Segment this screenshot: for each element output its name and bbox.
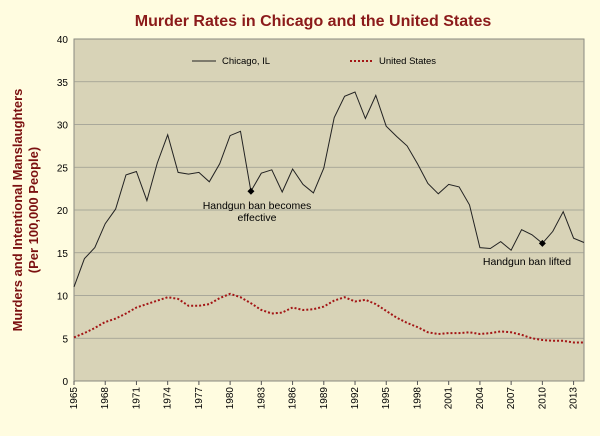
x-tick-label: 1977 xyxy=(194,387,205,410)
x-tick-label: 2004 xyxy=(475,387,486,410)
x-tick-label: 1992 xyxy=(350,387,361,410)
series-layer xyxy=(73,91,585,344)
annotation-marker-ban-lifted xyxy=(538,239,546,247)
x-tick-label: 1971 xyxy=(131,387,142,410)
y-tick-label: 5 xyxy=(62,334,68,345)
y-axis-label: Murders and Intentional Manslaughters (P… xyxy=(10,89,41,332)
annotation-ban-effective: Handgun ban becomes effective xyxy=(203,200,312,224)
series-line-us xyxy=(73,292,584,344)
x-tick-label: 2010 xyxy=(537,387,548,410)
x-tick-label: 1998 xyxy=(412,387,423,410)
y-tick-label: 0 xyxy=(62,377,68,388)
y-tick-label: 20 xyxy=(57,206,69,217)
x-tick-label: 1965 xyxy=(69,387,80,410)
legend-label-us: United States xyxy=(379,56,436,67)
annotation-marker-ban-effective xyxy=(247,187,255,195)
y-tick-label: 25 xyxy=(57,163,69,174)
y-axis-ticks: 0 5 10 15 20 25 30 35 40 xyxy=(57,35,69,388)
series-line-chicago xyxy=(73,91,585,288)
legend-label-chicago: Chicago, IL xyxy=(222,56,270,67)
x-tick-label: 1983 xyxy=(256,387,267,410)
y-tick-label: 30 xyxy=(57,121,69,132)
x-axis-ticks: 1965 1968 1971 1974 1977 1980 1983 1986 1989 1992… xyxy=(69,381,580,409)
gridlines xyxy=(74,81,584,339)
annotation-ban-lifted: Handgun ban lifted xyxy=(483,256,571,268)
x-tick-label: 1989 xyxy=(319,387,330,410)
x-tick-label: 2013 xyxy=(569,387,580,410)
x-tick-label: 1980 xyxy=(225,387,236,410)
x-tick-label: 1995 xyxy=(381,387,392,410)
chart-title: Murder Rates in Chicago and the United S… xyxy=(135,13,492,30)
x-tick-label: 2007 xyxy=(506,387,517,410)
y-axis-label-line1: Murders and Intentional Manslaughters xyxy=(10,89,25,332)
x-tick-label: 2001 xyxy=(444,387,455,410)
x-tick-label: 1986 xyxy=(288,387,299,410)
legend: Chicago, IL United States xyxy=(192,56,436,67)
x-tick-label: 1968 xyxy=(100,387,111,410)
x-tick-label: 1974 xyxy=(163,387,174,410)
y-tick-label: 40 xyxy=(57,35,69,46)
y-tick-label: 15 xyxy=(57,249,69,260)
y-axis-label-line2: (Per 100,000 People) xyxy=(26,147,41,273)
annotations: Handgun ban becomes effective Handgun ban … xyxy=(203,187,571,268)
y-tick-label: 35 xyxy=(57,78,69,89)
y-tick-label: 10 xyxy=(57,292,69,303)
